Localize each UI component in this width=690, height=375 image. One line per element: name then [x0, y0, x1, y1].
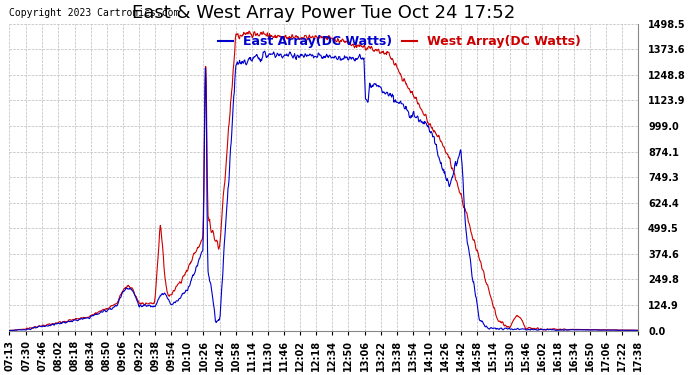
Text: Copyright 2023 Cartronics.com: Copyright 2023 Cartronics.com: [9, 8, 179, 18]
Title: East & West Array Power Tue Oct 24 17:52: East & West Array Power Tue Oct 24 17:52: [132, 4, 515, 22]
Legend: East Array(DC Watts), West Array(DC Watts): East Array(DC Watts), West Array(DC Watt…: [213, 30, 586, 53]
